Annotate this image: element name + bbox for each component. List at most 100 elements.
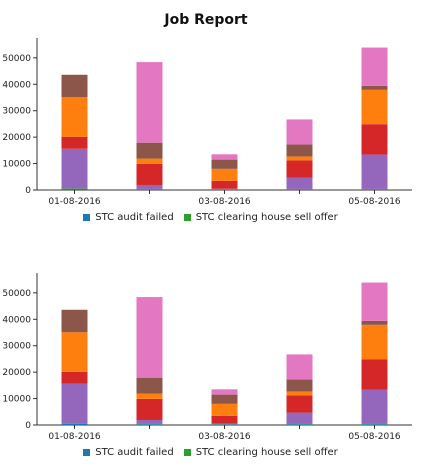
bar-segment[interactable] bbox=[211, 424, 238, 425]
bar-segment[interactable] bbox=[61, 383, 88, 424]
legend-swatch-stc-clearing-house-sell-offer bbox=[183, 449, 191, 456]
bar-segment[interactable] bbox=[286, 354, 313, 380]
bar-segment[interactable] bbox=[286, 119, 313, 145]
chart-plot-bottom: 0 10000 20000 30000 40000 50000 01-08-2016 03-0… bbox=[2, 273, 412, 442]
bar-segment[interactable] bbox=[286, 160, 313, 178]
legend-label-stc-clearing-house-sell-offer: STC clearing house sell offer bbox=[195, 212, 338, 223]
bar-stack[interactable] bbox=[286, 354, 313, 425]
bar-segment[interactable] bbox=[61, 188, 88, 190]
bar-segment[interactable] bbox=[361, 282, 388, 321]
bar-stack[interactable] bbox=[61, 74, 88, 190]
y-tick-label: 10000 bbox=[2, 160, 31, 170]
bar-segment[interactable] bbox=[361, 154, 388, 189]
bar-segment[interactable] bbox=[61, 309, 88, 333]
bar-segment[interactable] bbox=[286, 379, 313, 392]
bar-segment[interactable] bbox=[286, 412, 313, 424]
bar-segment[interactable] bbox=[211, 423, 238, 425]
x-tick-label: 01-08-2016 bbox=[48, 432, 101, 442]
bar-segment[interactable] bbox=[361, 424, 388, 425]
bar-segment[interactable] bbox=[136, 424, 163, 425]
y-tick-label: 0 bbox=[25, 421, 31, 431]
bar-segment[interactable] bbox=[361, 389, 388, 424]
bar-segment[interactable] bbox=[286, 391, 313, 396]
stacked-bar-chart-bottom: 0 10000 20000 30000 40000 50000 01-08-2016 03-0… bbox=[0, 265, 421, 471]
bar-segment[interactable] bbox=[136, 297, 163, 378]
legend-item-stc-audit-failed[interactable]: STC audit failed bbox=[83, 447, 174, 458]
bar-stack[interactable] bbox=[361, 282, 388, 425]
bar-segment[interactable] bbox=[211, 394, 238, 404]
bar-segment[interactable] bbox=[61, 188, 88, 189]
legend-swatch-stc-audit-failed bbox=[83, 214, 91, 221]
stacked-bar-chart-top: 0 10000 20000 30000 40000 50000 01-08-2016 03-0… bbox=[0, 30, 421, 230]
bar-segment[interactable] bbox=[136, 419, 163, 424]
bar-segment[interactable] bbox=[61, 423, 88, 425]
bar-segment[interactable] bbox=[361, 189, 388, 190]
bar-segment[interactable] bbox=[211, 415, 238, 424]
bar-segment[interactable] bbox=[286, 156, 313, 161]
y-tick-label: 50000 bbox=[2, 289, 31, 299]
legend-label-stc-audit-failed: STC audit failed bbox=[95, 447, 174, 458]
y-tick-label: 20000 bbox=[2, 133, 31, 143]
x-tick-label: 01-08-2016 bbox=[48, 197, 101, 207]
bar-segment[interactable] bbox=[136, 62, 163, 143]
bar-segment[interactable] bbox=[61, 136, 88, 149]
bar-stack[interactable] bbox=[211, 389, 238, 425]
bar-segment[interactable] bbox=[361, 320, 388, 325]
bar-segment[interactable] bbox=[286, 189, 313, 190]
legend-item-stc-clearing-house-sell-offer[interactable]: STC clearing house sell offer bbox=[183, 447, 338, 458]
bar-segment[interactable] bbox=[211, 188, 238, 190]
bar-segment[interactable] bbox=[286, 424, 313, 425]
x-tick-label: 05-08-2016 bbox=[348, 197, 401, 207]
bar-segment[interactable] bbox=[61, 97, 88, 137]
chart-plot-top: 0 10000 20000 30000 40000 50000 01-08-2016 03-0… bbox=[2, 38, 412, 207]
bar-segment[interactable] bbox=[136, 398, 163, 420]
chart-legend-bottom: STC audit failed STC clearing house sell… bbox=[0, 447, 421, 458]
bar-segment[interactable] bbox=[361, 359, 388, 390]
bar-segment[interactable] bbox=[136, 142, 163, 159]
bar-segment[interactable] bbox=[136, 377, 163, 394]
bar-segment[interactable] bbox=[136, 184, 163, 189]
y-tick-label: 20000 bbox=[2, 368, 31, 378]
y-tick-label: 0 bbox=[25, 186, 31, 196]
bar-segment[interactable] bbox=[361, 85, 388, 90]
bar-segment[interactable] bbox=[211, 168, 238, 181]
bar-segment[interactable] bbox=[361, 47, 388, 86]
x-tick-label: 03-08-2016 bbox=[198, 197, 251, 207]
legend-item-stc-audit-failed[interactable]: STC audit failed bbox=[83, 212, 174, 223]
legend-item-stc-clearing-house-sell-offer[interactable]: STC clearing house sell offer bbox=[183, 212, 338, 223]
bar-segment[interactable] bbox=[361, 324, 388, 360]
bar-stack[interactable] bbox=[136, 297, 163, 425]
bar-segment[interactable] bbox=[61, 74, 88, 98]
bar-stack[interactable] bbox=[286, 119, 313, 190]
bar-segment[interactable] bbox=[61, 423, 88, 424]
bar-segment[interactable] bbox=[211, 159, 238, 169]
bar-segment[interactable] bbox=[211, 389, 238, 395]
bar-stack[interactable] bbox=[361, 47, 388, 190]
bar-segment[interactable] bbox=[211, 189, 238, 190]
y-tick-label: 50000 bbox=[2, 54, 31, 64]
bar-segment[interactable] bbox=[211, 403, 238, 416]
bar-segment[interactable] bbox=[286, 395, 313, 413]
bar-segment[interactable] bbox=[136, 158, 163, 164]
bar-segment[interactable] bbox=[286, 144, 313, 157]
y-tick-label: 10000 bbox=[2, 395, 31, 405]
bar-stack[interactable] bbox=[136, 62, 163, 190]
chart-legend-top: STC audit failed STC clearing house sell… bbox=[0, 212, 421, 223]
bar-segment[interactable] bbox=[361, 89, 388, 125]
bar-stack[interactable] bbox=[211, 154, 238, 190]
bar-segment[interactable] bbox=[136, 393, 163, 399]
bar-segment[interactable] bbox=[211, 180, 238, 189]
bar-segment[interactable] bbox=[61, 148, 88, 189]
bar-segment[interactable] bbox=[361, 124, 388, 155]
bar-segment[interactable] bbox=[136, 189, 163, 190]
bar-segment[interactable] bbox=[286, 177, 313, 189]
report-title: Job Report bbox=[164, 12, 248, 28]
bar-stack[interactable] bbox=[61, 309, 88, 425]
legend-swatch-stc-audit-failed bbox=[83, 449, 91, 456]
bar-segment[interactable] bbox=[61, 332, 88, 372]
legend-swatch-stc-clearing-house-sell-offer bbox=[183, 214, 191, 221]
bar-segment[interactable] bbox=[136, 163, 163, 185]
bar-segment[interactable] bbox=[61, 371, 88, 384]
x-tick-label: 03-08-2016 bbox=[198, 432, 251, 442]
bar-segment[interactable] bbox=[211, 154, 238, 160]
